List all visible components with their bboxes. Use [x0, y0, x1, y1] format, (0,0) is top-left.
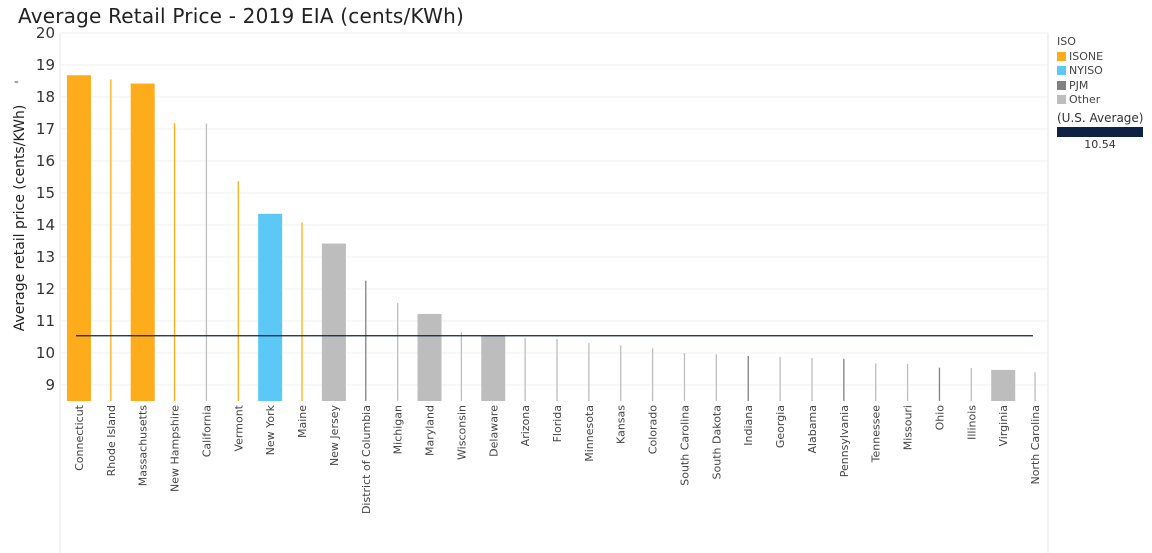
x-tick-label: Maine — [296, 405, 309, 438]
bar-ohio[interactable] — [938, 367, 941, 401]
reference-value: 10.54 — [1084, 138, 1116, 151]
x-tick-label: Missouri — [902, 405, 915, 450]
legend-swatch — [1057, 80, 1066, 90]
bar-north-carolina[interactable] — [1034, 372, 1036, 401]
x-tick-label: Alabama — [806, 405, 819, 454]
y-tick-label: 13 — [36, 248, 55, 266]
x-tick-label: Vermont — [232, 404, 245, 451]
x-tick-label: Florida — [551, 405, 564, 442]
x-tick-label: South Dakota — [710, 405, 723, 479]
y-tick-label: 12 — [36, 280, 55, 298]
y-axis-title: Average retail price (cents/KWh) — [12, 105, 28, 332]
bar-delaware[interactable] — [481, 335, 506, 401]
legend-swatch — [1057, 95, 1066, 105]
bar-south-dakota[interactable] — [715, 354, 718, 401]
legend-item-other[interactable]: Other — [1057, 93, 1149, 108]
legend-label: Other — [1069, 93, 1101, 107]
bar-georgia[interactable] — [779, 356, 781, 401]
bar-maryland[interactable] — [417, 313, 442, 401]
legend-item-isone[interactable]: ISONE — [1057, 49, 1149, 64]
x-tick-label: New York — [264, 404, 277, 455]
bar-new-jersey[interactable] — [321, 243, 346, 401]
y-tick-label: 20 — [36, 24, 55, 42]
bar-south-carolina[interactable] — [683, 353, 686, 401]
x-tick-label: District of Columbia — [360, 405, 373, 514]
bar-california[interactable] — [205, 123, 208, 401]
reference-label: (U.S. Average) — [1057, 111, 1144, 125]
y-tick-label: 19 — [36, 56, 55, 74]
y-tick-label: 17 — [36, 120, 55, 138]
reference-swatch — [1057, 127, 1143, 137]
y-tick-label: 10 — [36, 344, 55, 362]
bar-new-york[interactable] — [258, 213, 283, 401]
bar-kansas[interactable] — [620, 345, 622, 401]
x-tick-label: Pennsylvania — [838, 405, 851, 477]
bar-connecticut[interactable] — [66, 75, 91, 402]
x-tick-label: South Carolina — [678, 405, 691, 486]
bar-missouri[interactable] — [906, 363, 909, 401]
y-axis: 9 10 11 12 13 14 15 16 17 18 19 20 — [36, 24, 1049, 553]
bar-florida[interactable] — [556, 338, 558, 401]
x-tick-label: North Carolina — [1029, 405, 1042, 485]
legend-label: NYISO — [1069, 64, 1103, 78]
legend-label: ISONE — [1069, 49, 1104, 63]
x-tick-label: Michigan — [392, 405, 405, 454]
legend-swatch — [1057, 51, 1066, 61]
x-tick-label: Minnesota — [583, 405, 596, 462]
y-tick-label: 15 — [36, 184, 55, 202]
reference-legend: (U.S. Average) 10.54 — [1057, 111, 1149, 151]
bars — [66, 75, 1036, 402]
bar-indiana[interactable] — [747, 355, 749, 401]
bar-illinois[interactable] — [970, 368, 972, 401]
bar-maine[interactable] — [301, 222, 303, 401]
x-tick-label: Arizona — [519, 405, 532, 446]
legend-item-nyiso[interactable]: NYISO — [1057, 64, 1149, 79]
bar-vermont[interactable] — [237, 181, 239, 401]
x-tick-label: Georgia — [774, 405, 787, 448]
y-tick-label: 11 — [36, 312, 55, 330]
x-tick-label: Virginia — [997, 405, 1010, 446]
legend-label: PJM — [1069, 78, 1089, 92]
x-tick-label: Maryland — [424, 405, 437, 456]
x-tick-label: Delaware — [487, 405, 500, 457]
legend-title: ISO — [1057, 35, 1076, 48]
x-tick-label: Kansas — [615, 405, 628, 444]
bar-arizona[interactable] — [524, 337, 526, 401]
bar-colorado[interactable] — [651, 348, 654, 401]
x-tick-label: New Jersey — [328, 405, 341, 467]
legend: ISO ISONE NYISO PJM Other — [1057, 35, 1149, 107]
bar-rhode-island[interactable] — [110, 79, 112, 402]
x-tick-label: Tennessee — [870, 405, 883, 464]
bar-michigan[interactable] — [396, 303, 399, 401]
y-tick-label: 9 — [45, 376, 55, 394]
x-tick-label: California — [200, 405, 213, 457]
x-tick-label: Illinois — [965, 405, 978, 440]
x-tick-label: Colorado — [647, 405, 660, 454]
legend-item-pjm[interactable]: PJM — [1057, 78, 1149, 93]
bar-virginia[interactable] — [991, 369, 1016, 401]
x-tick-label: Indiana — [742, 405, 755, 446]
x-tick-label: Connecticut — [73, 404, 86, 471]
x-tick-label: New Hampshire — [169, 405, 182, 492]
bar-alabama[interactable] — [811, 358, 813, 401]
chart-title: Average Retail Price - 2019 EIA (cents/K… — [18, 4, 464, 28]
x-axis: Connecticut Rhode Island Massachusetts New … — [73, 404, 1042, 514]
x-tick-label: Ohio — [933, 405, 946, 431]
legend-swatch — [1057, 66, 1066, 76]
bar-district-of-columbia[interactable] — [365, 280, 367, 401]
x-tick-label: Massachusetts — [137, 405, 150, 487]
bar-new-hampshire[interactable] — [173, 123, 176, 402]
x-tick-label: Wisconsin — [455, 405, 468, 460]
bar-pennsylvania[interactable] — [843, 358, 845, 401]
axis-menu-icon[interactable]: ⁼ — [14, 79, 19, 89]
bar-tennessee[interactable] — [875, 363, 877, 401]
y-tick-label: 16 — [36, 152, 55, 170]
bar-massachusetts[interactable] — [130, 83, 155, 401]
x-tick-label: Rhode Island — [105, 405, 118, 476]
bar-wisconsin[interactable] — [460, 332, 463, 401]
y-tick-label: 14 — [36, 216, 55, 234]
bar-minnesota[interactable] — [588, 343, 590, 401]
y-tick-label: 18 — [36, 88, 55, 106]
